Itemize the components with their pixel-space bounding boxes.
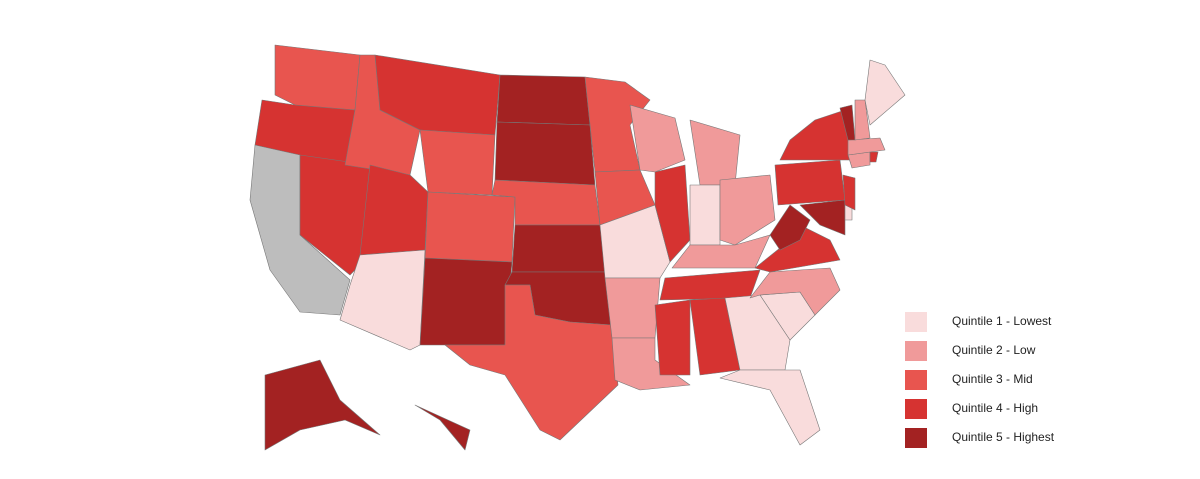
legend-swatch	[905, 312, 927, 332]
state	[659, 269, 761, 301]
state	[274, 44, 361, 111]
legend-swatch	[905, 341, 927, 361]
state	[629, 104, 686, 173]
legend-swatch	[905, 428, 927, 448]
legend-label: Quintile 3 - Mid	[952, 372, 1033, 386]
state	[414, 404, 471, 451]
legend-swatch	[905, 370, 927, 390]
state	[689, 184, 721, 246]
state	[611, 337, 691, 391]
state	[264, 359, 381, 451]
state	[842, 174, 856, 211]
state	[359, 164, 429, 256]
state	[444, 284, 619, 441]
state	[719, 174, 776, 246]
state	[424, 191, 516, 263]
state	[799, 199, 846, 236]
state	[774, 159, 846, 206]
state	[769, 204, 811, 251]
state	[854, 99, 871, 141]
state	[654, 299, 691, 376]
legend-label: Quintile 2 - Low	[952, 343, 1036, 357]
state	[339, 249, 426, 351]
state	[419, 129, 496, 196]
state	[864, 59, 906, 126]
state	[604, 277, 661, 339]
state	[671, 234, 771, 269]
state	[869, 151, 879, 163]
legend-swatch	[905, 399, 927, 419]
state	[654, 164, 691, 263]
state	[689, 119, 741, 186]
legend-label: Quintile 4 - High	[952, 401, 1038, 415]
state	[419, 257, 513, 346]
state	[494, 121, 596, 186]
state	[496, 74, 591, 126]
legend-label: Quintile 1 - Lowest	[952, 314, 1052, 328]
state	[719, 369, 821, 446]
state	[511, 224, 606, 273]
state	[847, 137, 886, 156]
state	[749, 267, 841, 316]
legend-label: Quintile 5 - Highest	[952, 430, 1055, 444]
state	[599, 204, 671, 279]
